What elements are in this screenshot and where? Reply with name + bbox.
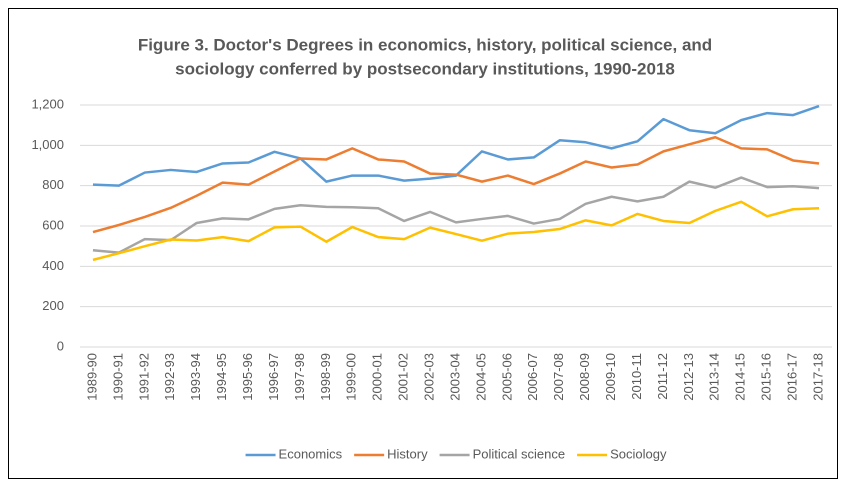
x-tick-label: 2012-13	[681, 353, 696, 401]
x-tick-label: 2008-09	[577, 353, 592, 401]
x-tick-label: 2010-11	[629, 353, 644, 400]
x-tick-label: 1993-94	[188, 353, 203, 401]
y-tick-label: 800	[42, 177, 64, 192]
x-tick-label: 2001-02	[396, 353, 411, 401]
x-tick-label: 2016-17	[785, 353, 800, 401]
legend-label: Political science	[473, 446, 566, 461]
x-tick-label: 2005-06	[499, 353, 514, 401]
x-tick-label: 1997-98	[292, 353, 307, 401]
chart-title: sociology conferred by postsecondary ins…	[175, 59, 675, 78]
x-tick-label: 1996-97	[266, 353, 281, 401]
x-tick-label: 2000-01	[370, 353, 385, 401]
y-tick-label: 400	[42, 258, 64, 273]
y-tick-label: 200	[42, 298, 64, 313]
x-tick-label: 1998-99	[318, 353, 333, 401]
legend-label: Sociology	[610, 446, 667, 461]
x-tick-label: 2011-12	[655, 353, 670, 400]
x-tick-label: 2013-14	[707, 353, 722, 401]
chart-border	[8, 8, 838, 479]
line-series	[92, 200, 820, 262]
x-tick-label: 2007-08	[551, 353, 566, 401]
x-tick-label: 2003-04	[447, 353, 462, 401]
y-tick-label: 1,000	[31, 137, 64, 152]
x-tick-label: 2014-15	[733, 353, 748, 401]
line-series	[92, 136, 820, 234]
x-tick-label: 2002-03	[422, 353, 437, 401]
y-tick-label: 600	[42, 217, 64, 232]
x-tick-label: 2009-10	[603, 353, 618, 401]
x-tick-label: 1991-92	[136, 353, 151, 401]
x-tick-label: 2006-07	[525, 353, 540, 401]
x-tick-label: 2017-18	[810, 353, 825, 401]
chart-title: Figure 3. Doctor's Degrees in economics,…	[138, 35, 712, 54]
x-tick-label: 1990-91	[110, 353, 125, 401]
x-tick-label: 2015-16	[759, 353, 774, 401]
x-tick-label: 1994-95	[214, 353, 229, 401]
x-tick-label: 1995-96	[240, 353, 255, 401]
x-tick-label: 2004-05	[473, 353, 488, 401]
x-tick-label: 1992-93	[162, 353, 177, 401]
line-series	[92, 176, 820, 254]
legend-label: History	[387, 446, 428, 461]
x-tick-label: 1989-90	[84, 353, 99, 401]
legend-label: Economics	[279, 446, 343, 461]
x-tick-label: 1999-00	[344, 353, 359, 401]
y-tick-label: 0	[57, 338, 64, 353]
y-tick-label: 1,200	[31, 96, 64, 111]
